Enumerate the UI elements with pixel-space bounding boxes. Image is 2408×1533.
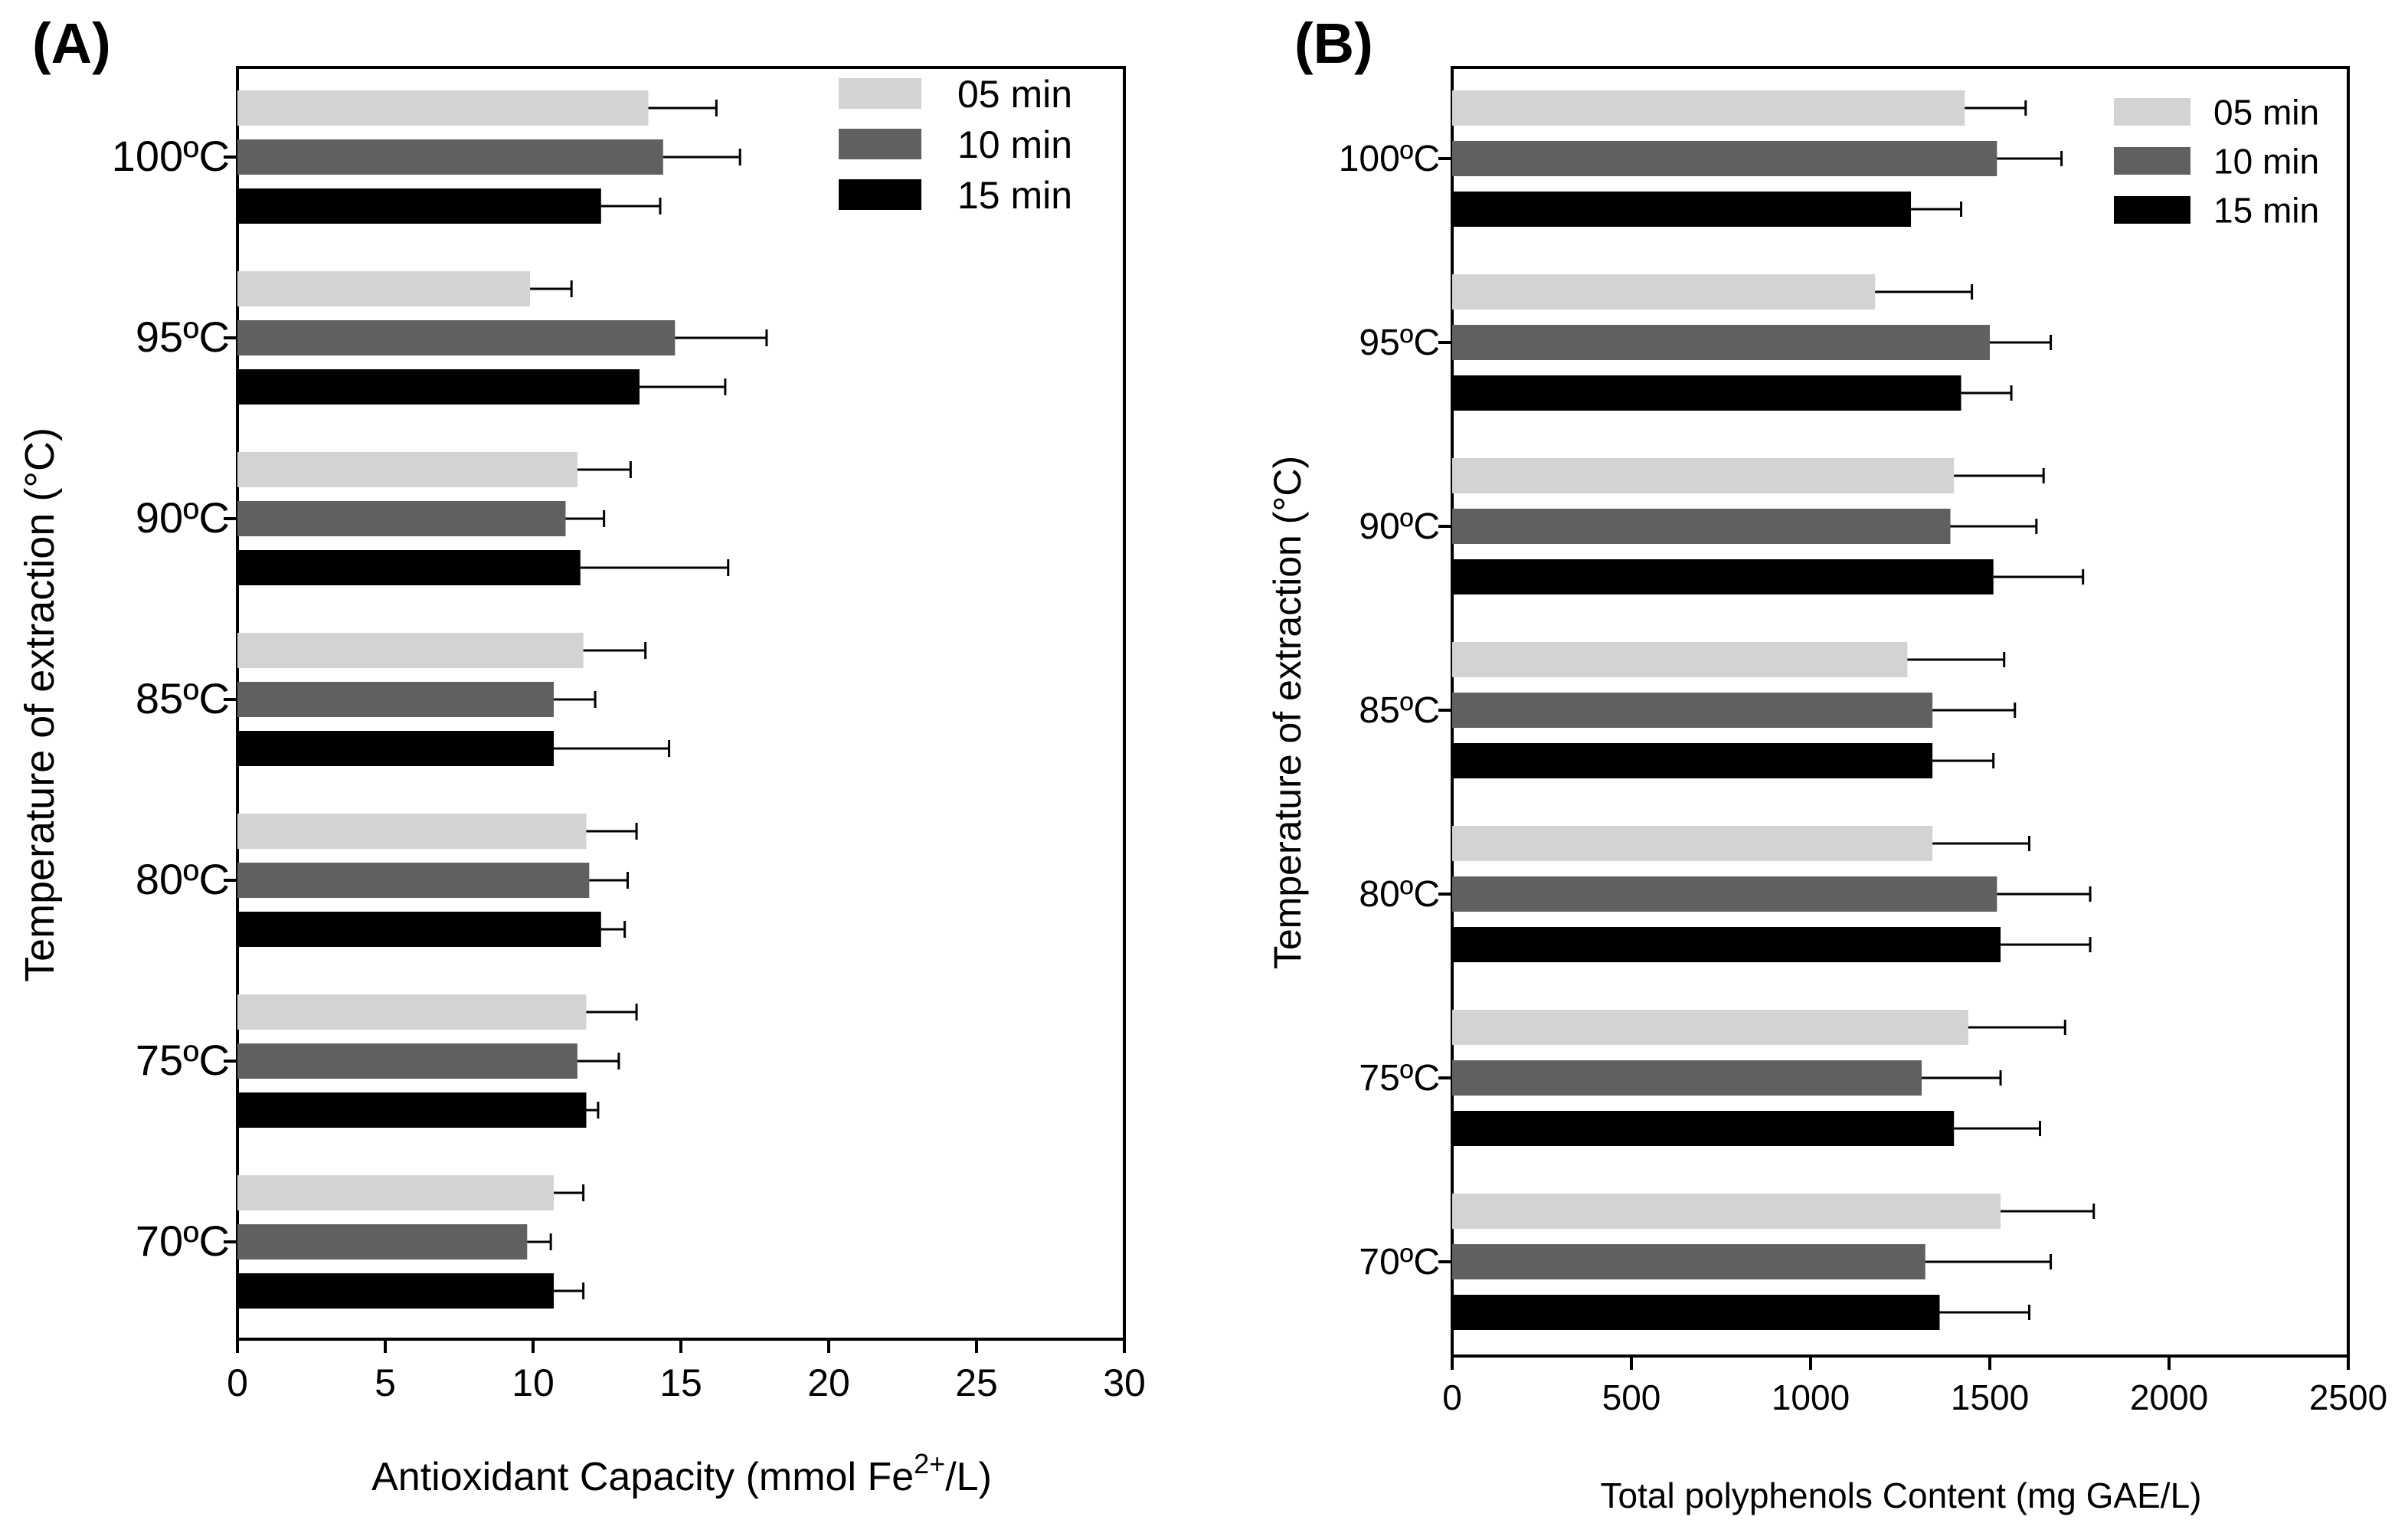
bar — [237, 452, 577, 487]
panel-b-label: (B) — [1294, 11, 1373, 75]
legend-label: 10 min — [2213, 142, 2319, 182]
panel-b-x-axis-label: Total polyphenols Content (mg GAE/L) — [1601, 1476, 2202, 1515]
bar — [1452, 274, 1876, 310]
legend-swatch — [839, 78, 921, 109]
y-category-label: 70ºC — [136, 1217, 230, 1265]
legend-label: 15 min — [2213, 191, 2319, 231]
x-tick-label: 2500 — [2309, 1377, 2387, 1417]
bar — [237, 682, 555, 717]
x-tick-label: 5 — [375, 1361, 396, 1404]
panel-a-x-axis-label-tail: /L) — [945, 1455, 992, 1499]
bar — [237, 1092, 587, 1128]
x-tick-label: 10 — [512, 1361, 555, 1404]
bar — [237, 1273, 555, 1309]
y-category-label: 100ºC — [112, 132, 230, 180]
x-tick-label: 20 — [807, 1361, 850, 1404]
legend-label: 05 min — [2213, 93, 2319, 133]
x-tick-label: 0 — [1442, 1377, 1462, 1417]
y-category-label: 75ºC — [136, 1036, 230, 1084]
y-category-label: 85ºC — [136, 674, 230, 722]
x-tick-label: 0 — [227, 1361, 248, 1404]
legend-label: 15 min — [957, 174, 1072, 217]
y-category-label: 80ºC — [136, 855, 230, 903]
legend-swatch — [2114, 196, 2190, 224]
bar — [1452, 1295, 1940, 1330]
x-tick-label: 15 — [659, 1361, 702, 1404]
bar — [1452, 509, 1951, 544]
panel-a-x-axis-label-main: Antioxidant Capacity (mmol Fe — [371, 1455, 914, 1499]
bar — [237, 369, 640, 405]
bar — [1452, 192, 1912, 227]
bar — [1452, 876, 1997, 912]
x-tick-label: 1500 — [1951, 1377, 2029, 1417]
y-category-label: 95ºC — [1359, 323, 1440, 363]
panel-a-label: (A) — [32, 11, 111, 75]
bar — [237, 1043, 577, 1079]
bar — [237, 139, 663, 175]
legend-swatch — [839, 129, 921, 159]
bar — [1452, 1010, 1968, 1045]
bar — [237, 912, 601, 947]
bar — [1452, 559, 1994, 595]
bar — [1452, 642, 1908, 677]
bar — [237, 814, 587, 849]
bar — [1452, 141, 1997, 176]
panel-b-y-axis-label: Temperature of extraction (°C) — [1266, 456, 1309, 969]
bar — [237, 501, 566, 536]
panel-a-y-axis-label: Temperature of extraction (°C) — [17, 427, 63, 982]
panel-b-plot: 0 500 1000 1500 2000 2500 100ºC 95ºC 90ºC 85ºC 80º… — [1339, 66, 2387, 1417]
panel-a-plot: 0 5 10 15 20 25 30 100ºC 95ºC 90ºC 85ºC 80ºC 75ºC 70º… — [112, 66, 1146, 1404]
bar — [237, 188, 601, 224]
bar — [1452, 693, 1933, 728]
bar — [237, 863, 590, 898]
legend-swatch — [839, 179, 921, 210]
bar — [237, 550, 581, 585]
legend-label: 10 min — [957, 123, 1072, 166]
bar — [1452, 826, 1933, 861]
bar — [237, 633, 584, 668]
x-tick-label: 2000 — [2130, 1377, 2208, 1417]
x-tick-label: 500 — [1602, 1377, 1661, 1417]
y-category-label: 95ºC — [136, 313, 230, 361]
legend-swatch — [2114, 147, 2190, 175]
bar — [237, 731, 555, 766]
x-tick-label: 25 — [955, 1361, 998, 1404]
bar — [237, 1224, 528, 1259]
bar — [1452, 325, 1990, 360]
y-category-label: 75ºC — [1359, 1058, 1440, 1099]
bar — [1452, 1194, 2001, 1229]
bar — [1452, 1060, 1922, 1096]
panel-a-x-axis-label: Antioxidant Capacity (mmol Fe2+/L) — [371, 1448, 992, 1499]
y-category-label: 100ºC — [1339, 139, 1440, 179]
bar — [237, 90, 649, 126]
bar — [1452, 375, 1961, 411]
bar — [237, 994, 587, 1030]
bar — [237, 1175, 555, 1210]
x-tick-label: 30 — [1103, 1361, 1146, 1404]
bar — [1452, 743, 1933, 778]
bar — [237, 271, 531, 306]
y-category-label: 90ºC — [1359, 506, 1440, 547]
legend-label: 05 min — [957, 73, 1072, 116]
bar — [1452, 90, 1965, 126]
x-tick-label: 1000 — [1772, 1377, 1850, 1417]
legend-swatch — [2114, 98, 2190, 126]
bar — [237, 320, 676, 355]
y-category-label: 90ºC — [136, 493, 230, 542]
bar — [1452, 1111, 1955, 1146]
y-category-label: 85ºC — [1359, 690, 1440, 731]
y-category-label: 80ºC — [1359, 874, 1440, 915]
bar — [1452, 927, 2001, 962]
y-category-label: 70ºC — [1359, 1242, 1440, 1282]
panel-a-x-axis-label-superscript: 2+ — [914, 1448, 945, 1479]
bar — [1452, 1244, 1925, 1279]
bar — [1452, 458, 1955, 493]
